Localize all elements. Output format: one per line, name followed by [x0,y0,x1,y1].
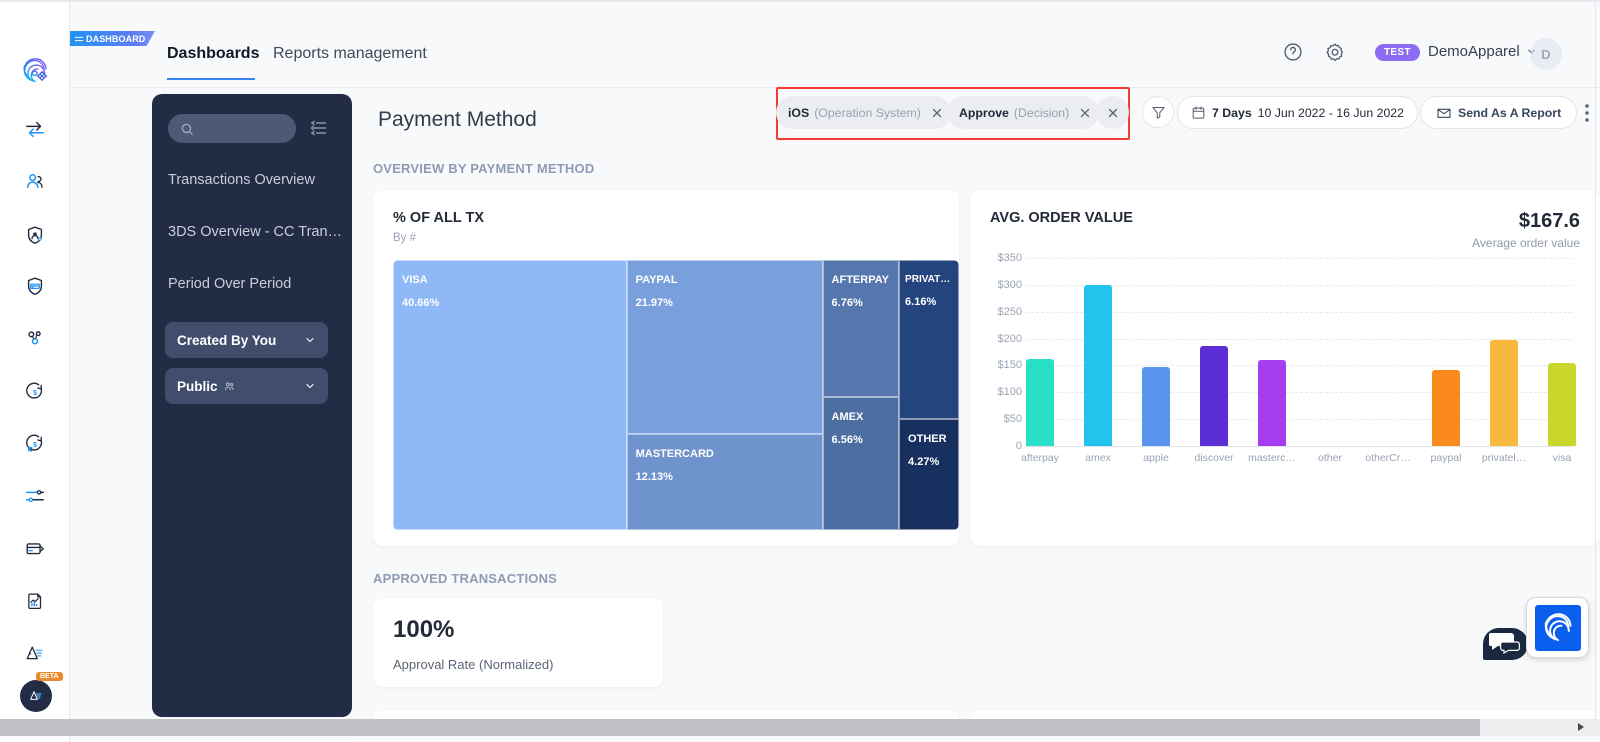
svg-text:$: $ [33,442,37,449]
svg-text:$: $ [33,390,37,397]
